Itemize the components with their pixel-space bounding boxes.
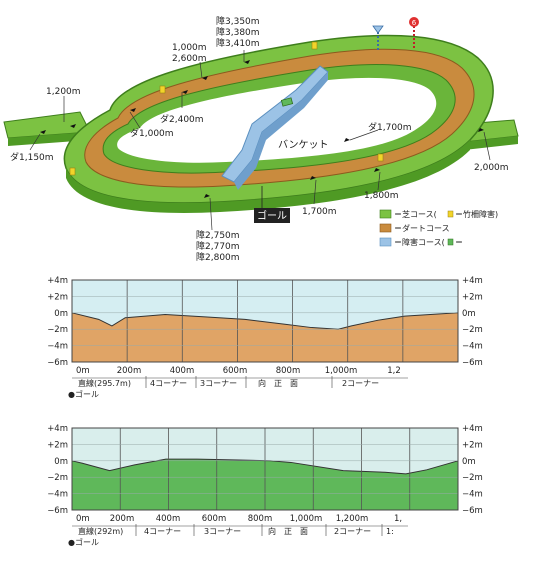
y-tick-left: +4m	[47, 424, 68, 434]
legend-jump-swatch	[379, 237, 392, 247]
y-tick-right: −4m	[462, 342, 483, 352]
y-tick-right: +4m	[462, 424, 483, 434]
course-map: 6 障3,350m 障3,380m 障3,410m 1,000m 2,600m …	[3, 15, 519, 262]
leader-lines	[29, 50, 491, 231]
legend-jump-text: ＝障害コース(	[394, 237, 445, 247]
label-turf-1000: 1,000m	[172, 43, 207, 53]
y-tick-left: −6m	[47, 506, 68, 516]
label-turf-1800: 1,800m	[364, 191, 399, 201]
y-tick-right: 0m	[462, 309, 476, 319]
x-tick-label: 1,000m	[290, 514, 323, 524]
section-label: 3コーナー	[200, 379, 237, 388]
post-number: 6	[412, 19, 417, 27]
x-tick-label: 200m	[117, 366, 142, 376]
section-label: 2コーナー	[334, 527, 371, 536]
x-tick-label: 1,2	[387, 366, 401, 376]
label-jump-2750: 障2,750m	[196, 229, 240, 241]
jump-course-side	[234, 72, 328, 190]
y-tick-right: −2m	[462, 473, 483, 483]
y-tick-right: −6m	[462, 506, 483, 516]
fence-icon	[447, 210, 454, 218]
legend-turf-suffix: ＝竹柵障害)	[455, 209, 498, 219]
legend: ＝芝コース( ＝竹柵障害) ＝ダートコース ＝障害コース( ＝	[379, 209, 498, 247]
label-dirt-1150: ダ1,150m	[10, 151, 54, 163]
x-tick-label: 800m	[248, 514, 273, 524]
legend-jump-suffix: ＝	[455, 238, 463, 247]
legend-dirt-swatch	[379, 223, 392, 233]
y-tick-right: +4m	[462, 276, 483, 286]
goal-note: ●ゴール	[68, 389, 99, 398]
y-tick-right: 0m	[462, 457, 476, 467]
y-tick-right: +2m	[462, 292, 483, 302]
fence-markers	[69, 41, 384, 176]
legend-dirt-text: ＝ダートコース	[394, 223, 450, 233]
goal-note: ●ゴール	[68, 537, 99, 547]
y-tick-left: −4m	[47, 342, 68, 352]
y-tick-left: 0m	[54, 457, 68, 467]
x-tick-label: 0m	[76, 366, 90, 376]
section-label: 4コーナー	[150, 379, 187, 388]
section-label: 3コーナー	[204, 527, 241, 536]
post-pole: 6	[409, 17, 419, 48]
label-jump-2800: 障2,800m	[196, 251, 240, 262]
hurdle-icon	[447, 238, 454, 246]
elevation-line	[71, 458, 459, 475]
x-tick-label: 1,	[394, 514, 402, 524]
y-tick-left: −6m	[47, 358, 68, 368]
section-label: 向 正 面	[258, 378, 298, 388]
y-tick-right: −6m	[462, 358, 483, 368]
y-tick-left: 0m	[54, 309, 68, 319]
x-tick-label: 200m	[110, 514, 135, 524]
y-tick-left: +2m	[47, 440, 68, 450]
y-tick-left: −4m	[47, 490, 68, 500]
jump-hurdle	[280, 97, 294, 107]
y-tick-right: −2m	[462, 325, 483, 335]
section-label: 直線(295.7m)	[78, 378, 131, 388]
elevation-line	[71, 312, 459, 330]
label-dirt-2400: ダ2,400m	[160, 113, 204, 125]
turf-chute-left-side	[8, 132, 90, 146]
section-label: 直線(292m)	[78, 526, 123, 536]
label-jump-3350: 障3,350m	[216, 15, 260, 27]
label-jump-3380: 障3,380m	[216, 26, 260, 38]
section-label: 1:	[386, 527, 394, 536]
section-label: 2コーナー	[342, 379, 379, 388]
y-tick-left: −2m	[47, 325, 68, 335]
label-dirt-1000: ダ1,000m	[130, 127, 174, 139]
legend-turf-text: ＝芝コース(	[394, 209, 437, 219]
label-dirt-1700: ダ1,700m	[368, 121, 412, 133]
section-label: 4コーナー	[144, 527, 181, 536]
x-tick-label: 800m	[276, 366, 301, 376]
label-turf-1200: 1,200m	[46, 87, 81, 97]
x-tick-label: 0m	[76, 514, 90, 524]
y-tick-left: −2m	[47, 473, 68, 483]
start-arrows	[40, 60, 484, 198]
plot-frame	[71, 279, 459, 363]
section-label: 向 正 面	[268, 526, 308, 536]
label-jump-3410: 障3,410m	[216, 37, 260, 49]
banquet-label: バンケット	[278, 139, 329, 151]
elevation-area	[72, 312, 458, 362]
turf-elevation-profile: +4m +4m +2m +2m 0m 0m −2m −2m −4m −4m −6m −6m 0m 200m…	[47, 424, 483, 547]
y-tick-right: +2m	[462, 440, 483, 450]
dirt-elevation-profile: +4m +4m +2m +2m 0m 0m −2m −2m −4m −4m −6m −6m 0m 200m…	[47, 276, 483, 398]
start-pole	[372, 25, 384, 52]
legend-turf-swatch	[379, 209, 392, 219]
plot-frame	[71, 427, 459, 511]
x-tick-label: 1,000m	[325, 366, 358, 376]
label-turf-2000: 2,000m	[474, 163, 509, 173]
goal-marker: ゴール	[254, 186, 290, 223]
x-tick-label: 400m	[156, 514, 181, 524]
x-tick-label: 600m	[202, 514, 227, 524]
label-jump-2770: 障2,770m	[196, 240, 240, 252]
x-tick-label: 600m	[223, 366, 248, 376]
x-tick-label: 400m	[170, 366, 195, 376]
y-tick-right: −4m	[462, 490, 483, 500]
label-turf-1700: 1,700m	[302, 207, 337, 217]
label-turf-2600: 2,600m	[172, 54, 207, 64]
y-tick-left: +2m	[47, 292, 68, 302]
goal-label: ゴール	[257, 209, 287, 222]
y-tick-left: +4m	[47, 276, 68, 286]
x-tick-label: 1,200m	[336, 514, 369, 524]
